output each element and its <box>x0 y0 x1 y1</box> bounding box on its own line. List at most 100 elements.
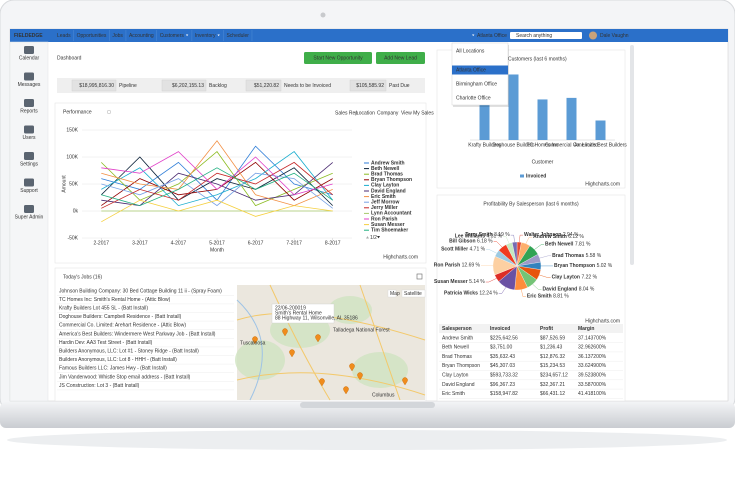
sidebar-label[interactable]: Settings <box>20 161 39 167</box>
sidebar-icon[interactable] <box>24 125 34 134</box>
map-marker[interactable] <box>402 377 408 386</box>
sidebar-label[interactable]: Calendar <box>19 55 40 61</box>
nav-item[interactable]: Scheduler <box>226 33 249 39</box>
legend-swatch <box>520 174 524 178</box>
chart-filter[interactable]: Company <box>377 110 399 116</box>
pager-up[interactable] <box>366 236 369 239</box>
sidebar-label[interactable]: Users <box>22 135 36 141</box>
sidebar-icon[interactable] <box>24 99 34 107</box>
bar <box>595 120 606 140</box>
table-cell: $35,632.43 <box>490 354 515 360</box>
nav-item[interactable]: Leads <box>57 33 71 39</box>
chart-filter[interactable]: Sales Rep <box>335 110 358 116</box>
sidebar-label[interactable]: Messages <box>18 82 41 88</box>
table-cell: 41.418100% <box>578 391 607 397</box>
job-link[interactable]: Johnson Building Company: 30 Bed Cottage… <box>59 288 222 294</box>
legend-label[interactable]: Eric Smith <box>371 194 396 200</box>
legend-label[interactable]: Beth Newell <box>371 166 400 172</box>
table-cell: 32.962600% <box>578 345 607 351</box>
job-link[interactable]: Builders Anonymous, LLC: Lot #1 - Stoney… <box>59 349 199 355</box>
legend-label[interactable]: Tim Shoemaker <box>371 228 408 234</box>
dropdown-item[interactable]: Charlotte Office <box>456 95 491 101</box>
legend-label[interactable]: Jeff Morrow <box>371 200 399 206</box>
legend-label[interactable]: Jerry Miller <box>371 205 398 211</box>
dropdown-item[interactable]: Birmingham Office <box>456 81 497 87</box>
legend-label[interactable]: David England <box>371 188 406 194</box>
calendar-icon[interactable] <box>416 273 423 280</box>
job-link[interactable]: Jim Vanderwood: Whistle Stop email addre… <box>59 374 191 380</box>
sidebar-icon[interactable] <box>24 205 34 213</box>
job-link[interactable]: TC Homes Inc: Smith's Rental Home - (Att… <box>59 297 171 303</box>
user-name[interactable]: Dale Vaughn <box>600 33 629 39</box>
x-tick-label: TC Homes Inc <box>527 142 559 148</box>
map-marker[interactable] <box>357 372 363 381</box>
dropdown-item[interactable]: Atlanta Office <box>456 67 486 73</box>
job-link[interactable]: JS Construction: Lot 3 - (Batt Install) <box>59 383 140 389</box>
map-marker[interactable] <box>252 336 258 345</box>
sidebar-label[interactable]: Support <box>20 188 38 194</box>
button[interactable] <box>376 52 425 64</box>
map-marker[interactable] <box>315 334 321 343</box>
button[interactable] <box>304 52 372 64</box>
button-label[interactable]: Add New Lead <box>384 55 417 61</box>
map-marker[interactable] <box>289 349 295 358</box>
map-marker[interactable] <box>282 328 288 337</box>
popup-line: 22/06-200019 <box>275 305 306 311</box>
sidebar-icon[interactable] <box>24 46 34 54</box>
nav-item[interactable]: Inventory <box>195 33 216 39</box>
dropdown-item[interactable]: All Locations <box>456 48 485 54</box>
map-toggle[interactable] <box>401 289 426 298</box>
stat-label: Past Due <box>389 83 410 89</box>
sidebar-icon[interactable] <box>24 152 34 160</box>
table-cell: 33.587000% <box>578 382 607 388</box>
job-link[interactable]: America's Best Builders: Windermere West… <box>59 331 216 337</box>
legend-pager: 1/2 <box>370 235 377 241</box>
x-tick-label: Doghouse Builders <box>492 142 535 148</box>
pie-label-name: Ron Parish <box>434 263 460 269</box>
map-toggle-label[interactable]: Satellite <box>404 291 422 297</box>
job-link[interactable]: Krafty Builders Lot 455 SL - (Batt Insta… <box>59 306 148 312</box>
button-label[interactable]: Start New Opportunity <box>313 55 363 61</box>
job-link[interactable]: Builders Anonymous, LLC: Lot 8 - HHH - (… <box>59 357 177 363</box>
job-link[interactable]: Hardin Dev: AA3 Test Street - (Batt Inst… <box>59 340 153 346</box>
nav-item[interactable]: Customers <box>160 33 185 39</box>
pie-label-value: 5.02 % <box>597 263 613 269</box>
sidebar-label[interactable]: Reports <box>20 108 38 114</box>
logo: FIELDEDGE <box>14 33 43 39</box>
chart-filter[interactable]: View My Sales <box>401 110 434 116</box>
sidebar-icon[interactable] <box>24 178 34 187</box>
legend-label[interactable]: Clay Layton <box>371 183 399 189</box>
pie-label-name: Beth Newell <box>545 242 574 248</box>
label-connector <box>486 249 497 254</box>
map-marker[interactable] <box>349 363 355 372</box>
nav-item[interactable]: Accounting <box>129 33 154 39</box>
sidebar-icon[interactable] <box>24 72 34 81</box>
job-link[interactable]: Doghouse Builders: Campbell Residence - … <box>59 314 182 320</box>
legend-label[interactable]: Susan Messer <box>371 222 405 228</box>
y-tick-label: 0k <box>73 208 79 214</box>
series-line <box>101 161 333 209</box>
sidebar-label[interactable]: Super Admin <box>15 214 44 220</box>
nav-item[interactable]: Jobs <box>112 33 123 39</box>
chart-filter[interactable]: Location <box>356 110 375 116</box>
laptop-notch <box>300 402 435 408</box>
legend-label[interactable]: Lynn Accountant <box>371 211 412 217</box>
table-cell: Andrew Smith <box>442 335 473 341</box>
map-marker[interactable] <box>343 386 349 395</box>
map-toggle-label[interactable]: Map <box>390 291 400 297</box>
job-link[interactable]: Famous Builders LLC: James Hwy - (Batt I… <box>59 366 167 372</box>
legend-label[interactable]: Ron Parish <box>371 216 397 222</box>
series-line <box>101 167 333 207</box>
legend-label[interactable]: Invoiced <box>526 173 546 179</box>
job-link[interactable]: Commercial Co. Limited: Arehart Residenc… <box>59 323 186 329</box>
nav-item[interactable]: Opportunities <box>77 33 107 39</box>
legend-label[interactable]: Brad Thomas <box>371 172 403 178</box>
legend-label[interactable]: Andrew Smith <box>371 160 405 166</box>
pager-down[interactable] <box>377 236 380 239</box>
location-select[interactable]: Atlanta Office <box>477 33 507 39</box>
map-marker[interactable] <box>319 378 325 387</box>
map-toggle[interactable] <box>387 289 397 298</box>
legend-label[interactable]: Bryan Thompson <box>371 177 412 183</box>
search-box[interactable] <box>510 32 582 39</box>
pie-label-value: 7.81 % <box>575 242 591 248</box>
